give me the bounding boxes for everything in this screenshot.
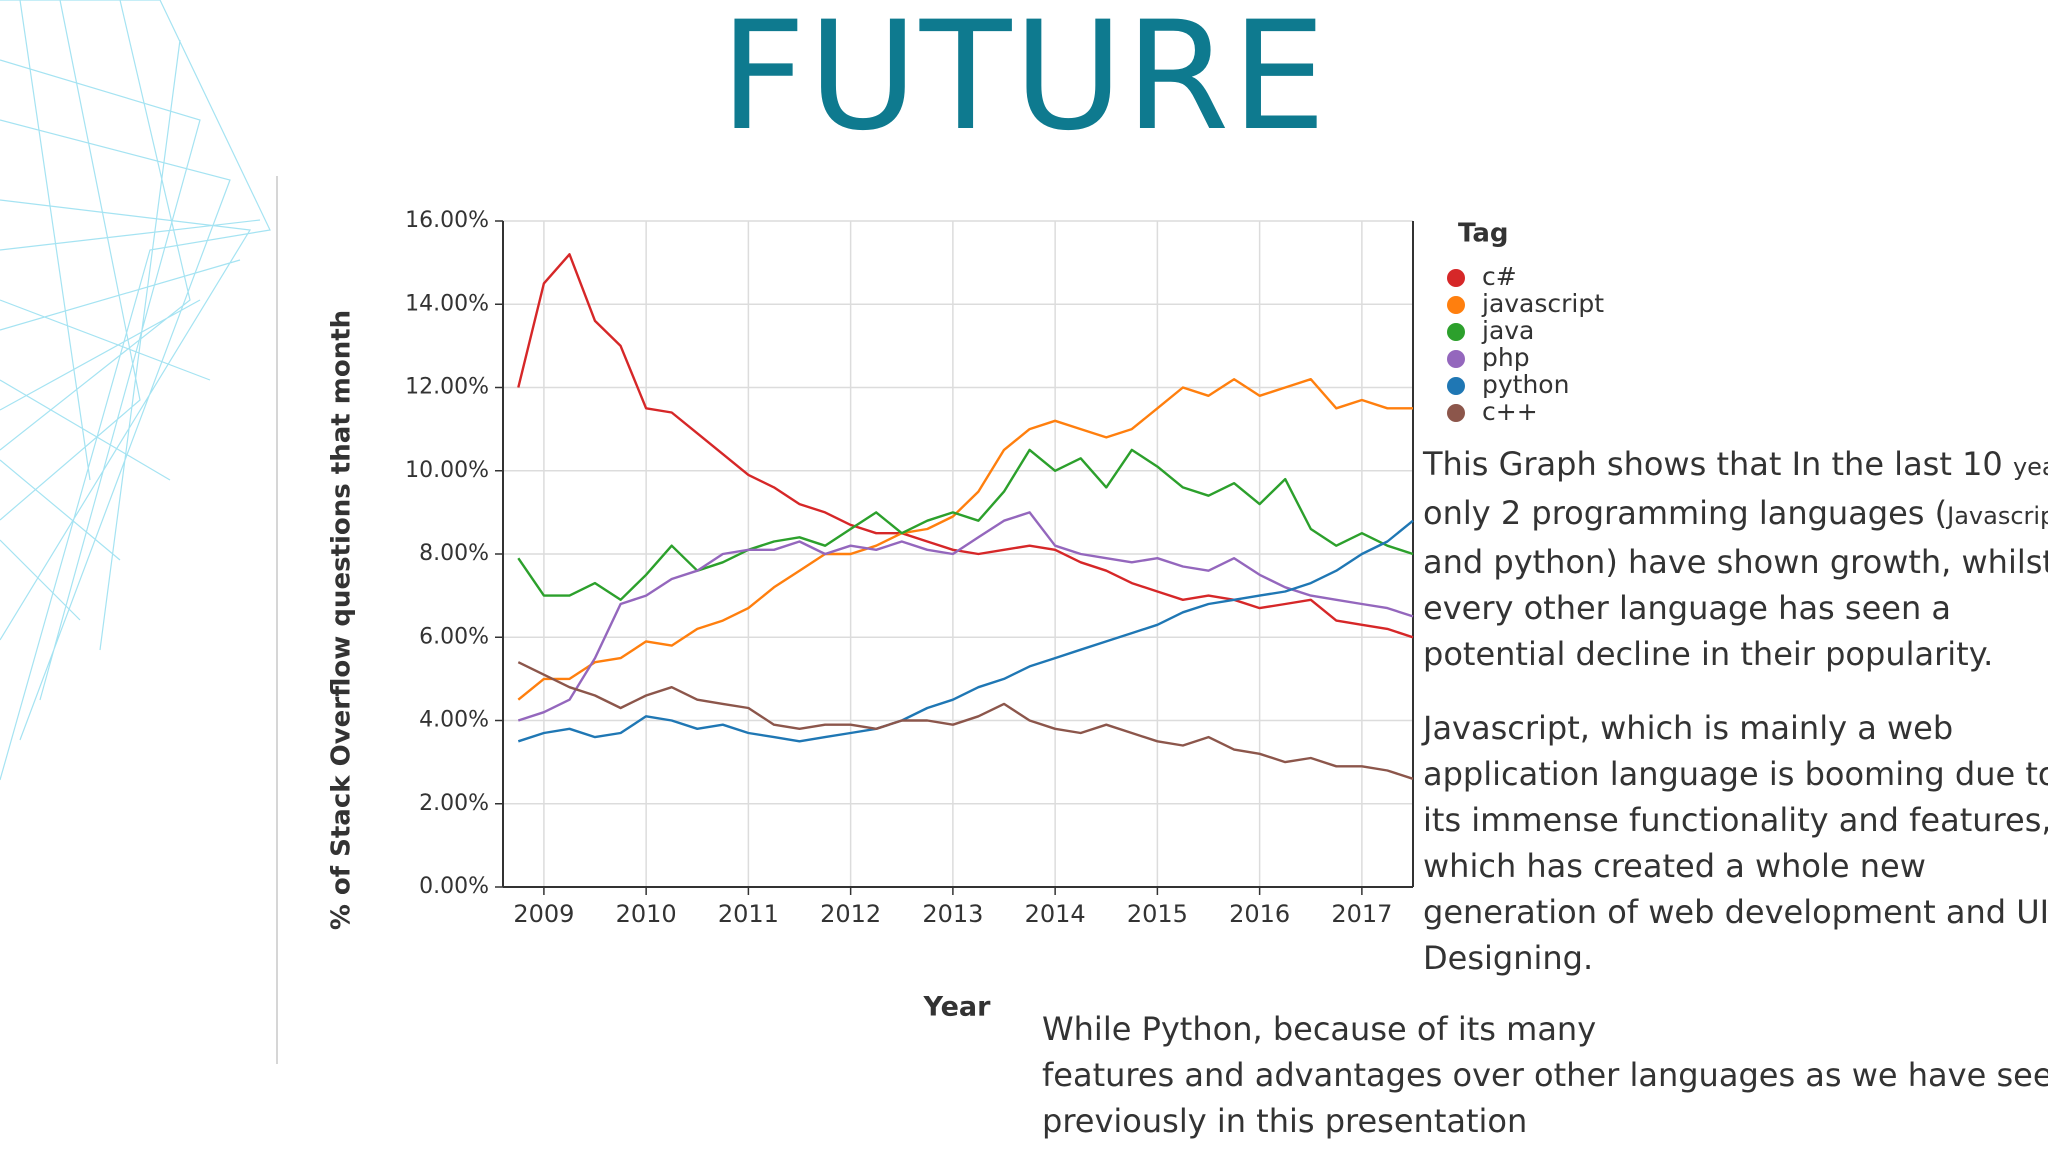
text: previously in this presentation bbox=[1042, 1102, 1528, 1140]
y-tick-label: 12.00% bbox=[405, 375, 489, 400]
legend-swatch bbox=[1447, 323, 1465, 341]
x-tick-label: 2016 bbox=[1229, 900, 1290, 928]
series-line bbox=[517, 253, 1414, 639]
slide-title: FUTURE bbox=[719, 0, 1329, 164]
legend-label: java bbox=[1481, 316, 1534, 345]
y-tick-label: 10.00% bbox=[405, 458, 489, 483]
y-tick-label: 2.00% bbox=[419, 791, 489, 816]
text: generation of web development and UI bbox=[1423, 893, 2048, 931]
x-tick-label: 2011 bbox=[718, 900, 779, 928]
x-tick-label: 2014 bbox=[1025, 900, 1086, 928]
text: every other language has seen a bbox=[1423, 589, 1951, 627]
legend-title: Tag bbox=[1458, 219, 1509, 249]
legend-swatch bbox=[1447, 296, 1465, 314]
legend-label: php bbox=[1482, 343, 1530, 372]
y-tick-label: 4.00% bbox=[419, 708, 489, 733]
y-tick-label: 8.00% bbox=[419, 541, 489, 566]
text: features and advantages over other langu… bbox=[1042, 1056, 2048, 1094]
wireframe-decoration bbox=[0, 0, 271, 781]
text: and python) have shown growth, whilst bbox=[1423, 543, 2048, 581]
paragraph: While Python, because of its many featur… bbox=[1042, 1006, 2048, 1144]
x-tick-label: 2009 bbox=[513, 900, 574, 928]
text: Javascript bbox=[1947, 502, 2048, 530]
series-line bbox=[517, 448, 1414, 601]
series-line bbox=[517, 661, 1414, 780]
series-line bbox=[517, 519, 1414, 743]
legend-label: javascript bbox=[1481, 289, 1604, 318]
text: This Graph shows that In the last 10 bbox=[1423, 445, 2013, 483]
legend-label: c++ bbox=[1482, 397, 1538, 426]
y-tick-label: 14.00% bbox=[405, 291, 489, 316]
text: which has created a whole new bbox=[1423, 847, 1926, 885]
paragraph: Javascript, which is mainly a web applic… bbox=[1423, 705, 2048, 981]
legend-swatch bbox=[1447, 404, 1465, 422]
text: While Python, because of its many bbox=[1042, 1010, 1597, 1048]
text: application language is booming due to bbox=[1423, 755, 2048, 793]
y-tick-label: 6.00% bbox=[419, 624, 489, 649]
x-tick-label: 2013 bbox=[922, 900, 983, 928]
text: years bbox=[2012, 453, 2048, 481]
text: only 2 programming languages ( bbox=[1423, 494, 1948, 532]
text: its immense functionality and features, bbox=[1423, 801, 2048, 839]
x-axis-title: Year bbox=[923, 992, 992, 1023]
series-line bbox=[517, 511, 1414, 722]
y-tick-label: 16.00% bbox=[405, 208, 489, 233]
text: Javascript, which is mainly a web bbox=[1423, 709, 1954, 747]
x-tick-label: 2015 bbox=[1127, 900, 1188, 928]
text: Designing. bbox=[1423, 939, 1594, 977]
legend-label: c# bbox=[1482, 262, 1517, 291]
series-line bbox=[517, 378, 1413, 701]
x-tick-label: 2017 bbox=[1331, 900, 1392, 928]
x-tick-label: 2010 bbox=[616, 900, 677, 928]
y-tick-label: 0.00% bbox=[419, 874, 489, 899]
legend-swatch bbox=[1447, 377, 1465, 395]
legend-swatch bbox=[1447, 269, 1465, 287]
legend-label: python bbox=[1482, 370, 1569, 399]
text: potential decline in their popularity. bbox=[1423, 635, 1994, 673]
legend-swatch bbox=[1447, 350, 1465, 368]
y-axis-title: % of Stack Overflow questions that month bbox=[327, 310, 357, 930]
paragraph: This Graph shows that In the last 10 yea… bbox=[1423, 441, 2048, 677]
x-tick-label: 2012 bbox=[820, 900, 881, 928]
